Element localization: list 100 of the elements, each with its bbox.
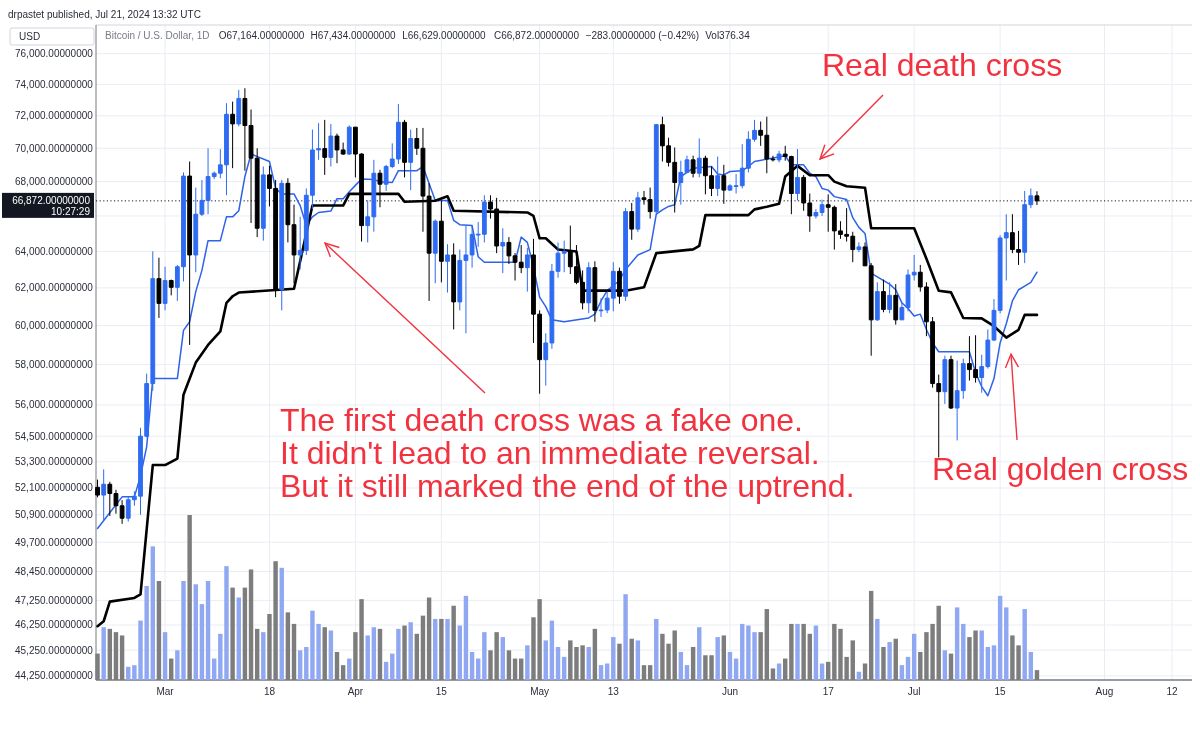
candlestick: [168, 279, 174, 296]
bar: [899, 665, 905, 680]
bar: [887, 642, 892, 680]
bar: [911, 633, 917, 680]
bar: [985, 647, 991, 680]
y-tick-label: 46,250.00000000: [15, 619, 94, 631]
bar: [543, 640, 548, 680]
bar: [261, 632, 266, 680]
y-tick-label: 60,000.00000000: [15, 320, 94, 332]
bar: [371, 627, 377, 680]
bar: [654, 618, 659, 680]
candlestick: [328, 123, 334, 168]
candlestick: [377, 169, 383, 208]
bar: [623, 594, 628, 680]
candlestick: [506, 236, 512, 265]
bar: [457, 625, 463, 680]
bar: [561, 656, 567, 680]
annotation: The first death cross was a fake one. It didn't lead to an immediate reversal. But it still marked the end of the uptrend.: [280, 402, 855, 504]
y-tick-label: 50,900.00000000: [15, 509, 94, 521]
bar: [740, 623, 745, 680]
bar: [1022, 609, 1027, 680]
y-tick-label: 72,000.00000000: [15, 110, 94, 122]
y-tick-label: 45,250.00000000: [15, 644, 94, 656]
candlestick: [617, 267, 622, 305]
bar: [697, 627, 702, 680]
candlestick: [586, 261, 592, 314]
candlestick: [451, 242, 457, 330]
bar: [408, 622, 413, 680]
candlestick: [524, 247, 530, 293]
bar: [684, 665, 690, 680]
y-tick-label: 56,000.00000000: [15, 399, 94, 411]
y-tick-label: 76,000.00000000: [15, 48, 94, 60]
candlestick: [690, 155, 696, 178]
bar: [1028, 651, 1034, 680]
candlestick: [156, 257, 162, 319]
bar: [101, 627, 106, 680]
annotation: Real golden cross: [932, 451, 1189, 487]
candlestick: [230, 101, 236, 169]
y-tick-label: 70,000.00000000: [15, 142, 94, 154]
candlestick: [856, 241, 862, 253]
candlestick: [322, 119, 328, 176]
x-tick-label: 18: [263, 685, 276, 697]
candlestick: [445, 243, 450, 294]
candlestick: [500, 227, 506, 274]
candlestick: [715, 156, 721, 197]
x-tick-label: Jun: [721, 685, 739, 697]
y-tick-label: 54,500.00000000: [15, 430, 94, 442]
bar: [555, 647, 561, 680]
candlestick: [942, 355, 948, 405]
candlestick: [432, 218, 438, 284]
bar: [469, 651, 475, 680]
candlestick: [438, 199, 444, 283]
y-tick-label: 62,000.00000000: [15, 282, 94, 294]
candlestick: [635, 191, 641, 233]
x-tick-label: 12: [1166, 685, 1179, 697]
bar: [445, 618, 450, 680]
candlestick: [819, 199, 825, 217]
candlestick: [1034, 190, 1040, 206]
bar: [500, 637, 505, 680]
annotation: Vol376.34: [705, 29, 751, 41]
candlestick: [162, 266, 168, 311]
bar: [991, 645, 997, 680]
y-tick-label: 64,000.00000000: [15, 245, 94, 257]
candlestick: [721, 164, 727, 205]
bar: [463, 595, 469, 680]
bar: [549, 620, 555, 680]
bar: [162, 632, 168, 680]
y-axis-title: USD: [19, 31, 41, 42]
candlestick: [592, 260, 598, 323]
bar: [482, 632, 487, 680]
bar: [193, 584, 198, 680]
bar: [961, 623, 966, 680]
candlestick: [402, 119, 407, 178]
bar: [635, 640, 641, 680]
bar: [678, 651, 684, 680]
bar: [199, 604, 205, 680]
candlestick: [893, 283, 899, 326]
bar: [279, 567, 284, 680]
y-tick-label: 52,100.00000000: [15, 482, 94, 494]
bar: [942, 650, 948, 680]
candlestick: [623, 207, 628, 302]
candlestick: [629, 202, 635, 241]
bar: [126, 666, 131, 680]
bar: [875, 618, 880, 680]
candlestick: [95, 479, 100, 498]
bar: [611, 637, 616, 680]
y-tick-label: 44,250.00000000: [15, 670, 94, 682]
x-tick-label: Apr: [347, 685, 364, 697]
y-tick-label: 53,300.00000000: [15, 456, 94, 468]
text: 10:27:29: [51, 206, 91, 218]
candlestick: [279, 179, 285, 311]
bar: [813, 625, 819, 680]
candlestick: [813, 208, 819, 220]
x-tick-label: Aug: [1095, 685, 1114, 697]
candlestick: [948, 355, 954, 410]
bar: [979, 630, 984, 680]
candlestick: [236, 89, 242, 127]
y-tick-label: 68,000.00000000: [15, 176, 94, 188]
bar: [1004, 607, 1009, 680]
bar: [365, 635, 370, 680]
